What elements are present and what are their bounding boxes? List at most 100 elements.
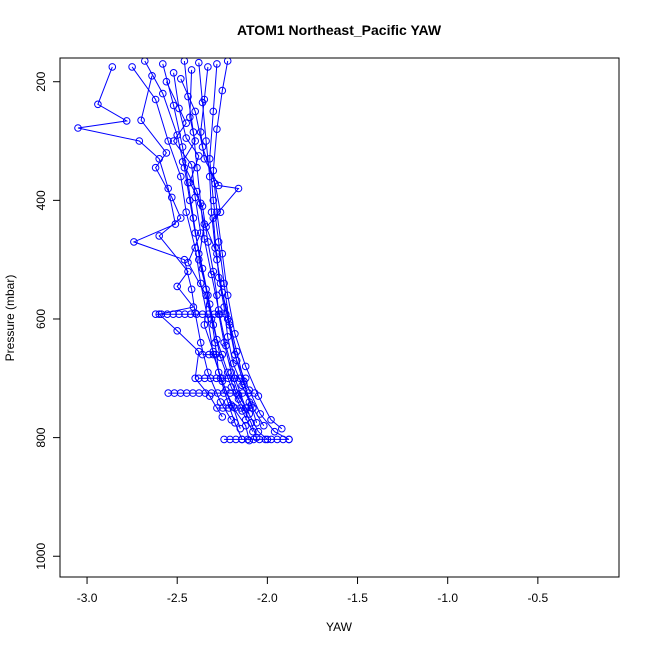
data-point [135,137,144,145]
data-point [187,161,196,169]
y-tick-label: 600 [34,309,48,329]
data-point [219,404,227,412]
data-point [189,128,198,136]
data-point [218,249,227,258]
data-point [231,404,239,412]
data-point [232,435,240,444]
data-point [177,214,185,222]
data-point [151,163,160,172]
data-point [173,327,181,335]
data-point [249,427,257,436]
data-point [209,107,218,116]
data-point [171,220,180,228]
data-point [209,196,218,205]
data-point [218,86,227,95]
data-point [169,310,177,319]
data-point [130,238,138,246]
data-point [212,374,221,383]
data-point [195,58,203,67]
data-point [254,427,263,436]
data-point [191,193,199,202]
data-point [238,381,246,390]
data-point [191,107,199,116]
data-point [178,158,187,166]
data-point [186,310,195,319]
y-tick-label: 200 [34,71,48,91]
data-point [202,223,210,231]
data-point [232,347,241,356]
data-point [241,374,250,383]
data-point [226,435,234,444]
data-point [164,137,172,145]
data-point [184,258,192,267]
data-point [249,404,257,412]
data-point [214,273,223,282]
data-point [270,427,279,436]
data-point [255,435,264,444]
data-point [211,179,219,188]
data-point [157,310,166,319]
data-point [237,404,245,412]
data-point [198,202,207,211]
data-point [173,282,181,291]
data-point [192,310,201,319]
data-point [244,389,253,397]
data-point [159,60,167,68]
data-point [223,333,232,341]
data-point [236,374,244,383]
data-point [200,155,209,163]
data-point [223,58,232,65]
data-point [245,436,254,445]
data-point [168,193,176,202]
data-point [220,303,228,311]
data-point [159,89,167,98]
data-point [229,403,237,411]
x-tick-label: -1.5 [347,591,368,605]
data-point [267,435,276,444]
data-point [234,391,243,399]
data-point [195,255,203,264]
y-tick-label: 800 [34,427,48,447]
data-point [230,374,238,383]
data-point [200,374,209,383]
data-point [204,238,212,246]
data-point [202,291,210,300]
data-point [74,124,82,132]
plot-frame [59,57,620,578]
data-point [191,374,199,383]
data-point [196,338,205,347]
data-point [252,419,261,427]
data-point [178,143,187,151]
data-point [273,435,282,444]
data-point [141,58,149,65]
data-point [206,374,215,383]
data-point [216,208,225,216]
data-point [238,435,246,444]
data-point [220,435,228,444]
data-point [196,229,205,237]
x-tick-label: -3.0 [77,591,98,605]
series-line-1 [131,66,250,441]
data-point [169,69,178,77]
data-point [155,232,163,240]
data-point [186,113,194,122]
data-point [195,374,203,383]
data-point [204,63,212,71]
data-point [285,435,293,444]
data-point [224,374,232,383]
data-point [181,310,189,319]
data-point [184,92,192,101]
data-point [162,77,171,86]
data-point [241,416,250,424]
data-point [162,149,171,157]
chart-title: ATOM1 Northeast_Pacific YAW [237,22,442,38]
plot-area [74,58,293,445]
x-tick-label: -2.5 [167,591,188,605]
data-point [177,75,185,83]
data-point [213,404,221,412]
data-point [151,95,160,104]
data-point [243,404,251,412]
data-point [108,63,117,71]
data-point [211,338,219,347]
